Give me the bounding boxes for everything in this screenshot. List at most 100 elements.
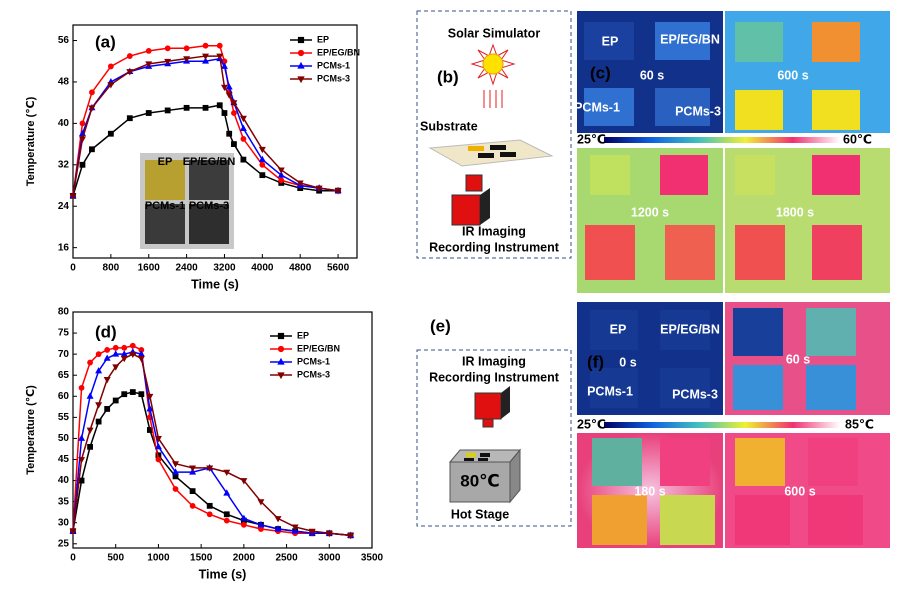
label: IR Imaging (462, 354, 526, 368)
ir-tile (733, 365, 783, 410)
marker (154, 442, 162, 450)
y-tick-label: 50 (58, 433, 70, 444)
x-tick-label: 2000 (233, 553, 256, 564)
ir-tile (812, 225, 862, 280)
marker (121, 344, 128, 351)
sample-label: EP/EG/BN (660, 322, 720, 336)
marker (216, 42, 223, 49)
marker (216, 102, 223, 109)
y-tick-label: 55 (58, 412, 70, 423)
marker (278, 177, 285, 184)
x-tick-label: 3000 (318, 553, 341, 564)
marker (259, 172, 266, 179)
marker (202, 53, 210, 60)
marker (240, 156, 247, 163)
marker (277, 171, 285, 178)
marker (257, 520, 265, 528)
panel-label: (b) (437, 67, 459, 86)
ir-tile (735, 22, 783, 62)
marker (277, 167, 285, 174)
marker (239, 124, 247, 131)
label: Solar Simulator (448, 26, 541, 40)
legend-label: EP (297, 330, 309, 340)
sample-label: PCMs-1 (587, 384, 633, 398)
marker (138, 391, 145, 398)
marker (95, 367, 103, 374)
x-tick-label: 3500 (361, 553, 384, 564)
tile (478, 458, 488, 461)
y-tick-label: 45 (58, 454, 70, 465)
y-tick-label: 56 (58, 35, 70, 46)
marker (120, 350, 128, 357)
legend-marker (297, 36, 305, 44)
ir-tile (665, 225, 715, 280)
x-tick-label: 2500 (275, 553, 298, 564)
marker (145, 61, 153, 68)
camera-lens (465, 174, 483, 192)
ir-tile (660, 438, 710, 486)
marker (112, 344, 119, 351)
marker (223, 469, 231, 477)
panel-label: (c) (590, 63, 611, 82)
x-axis-title: Time (s) (191, 277, 239, 291)
marker (172, 486, 179, 492)
x-tick-label: 0 (70, 553, 76, 564)
series-line (72, 344, 351, 537)
scale-label: 85℃ (845, 417, 874, 431)
marker (145, 110, 152, 116)
marker (308, 528, 316, 536)
tile (468, 146, 484, 151)
ir-tile (808, 438, 858, 486)
legend-marker (277, 357, 285, 365)
x-tick-label: 1500 (190, 553, 213, 564)
panel-label: (a) (95, 32, 116, 51)
marker (145, 47, 152, 54)
marker (86, 427, 94, 434)
marker (104, 347, 111, 353)
marker (78, 457, 86, 464)
marker (189, 502, 196, 509)
marker (274, 525, 282, 532)
x-tick-label: 3200 (213, 263, 236, 274)
rays (483, 90, 503, 108)
x-tick-label: 4800 (289, 263, 312, 274)
inset-label: PCMs-3 (189, 200, 229, 212)
legend-marker (297, 61, 305, 69)
y-tick-label: 40 (58, 475, 70, 486)
y-tick-label: 48 (58, 77, 70, 88)
camera-side (501, 386, 510, 419)
ir-tile (660, 155, 708, 195)
ir-tile (808, 495, 863, 545)
stage-temp: 80℃ (460, 471, 500, 490)
marker (230, 100, 238, 107)
marker (225, 83, 233, 90)
marker (223, 517, 230, 524)
legend-label: PCMs-1 (297, 356, 330, 366)
legend-label: EP/EG/BN (297, 343, 340, 353)
marker (87, 359, 93, 366)
x-tick-label: 500 (107, 553, 124, 564)
marker (202, 42, 209, 49)
legend-label: PCMs-3 (317, 73, 350, 83)
marker (104, 406, 111, 412)
marker (89, 146, 95, 153)
ir-tile (655, 22, 710, 60)
label: Recording Instrument (429, 370, 560, 384)
y-tick-label: 60 (58, 391, 70, 402)
y-tick-label: 24 (58, 201, 70, 212)
plot-frame (72, 24, 358, 259)
marker (78, 384, 85, 391)
marker (79, 161, 86, 168)
frame-label: 60 s (640, 68, 664, 82)
ir-tile (590, 310, 638, 350)
marker (258, 526, 264, 532)
y-tick-label: 32 (58, 159, 70, 170)
label: IR Imaging (462, 224, 526, 238)
marker (216, 53, 224, 60)
marker (121, 391, 128, 398)
frame-label: 60 s (786, 352, 810, 366)
panel-f: EP EP/EG/BN PCMs-1 PCMs-3 (f) 0 s 60 s 2… (577, 302, 890, 548)
stage-side (509, 448, 521, 504)
marker (103, 354, 111, 361)
